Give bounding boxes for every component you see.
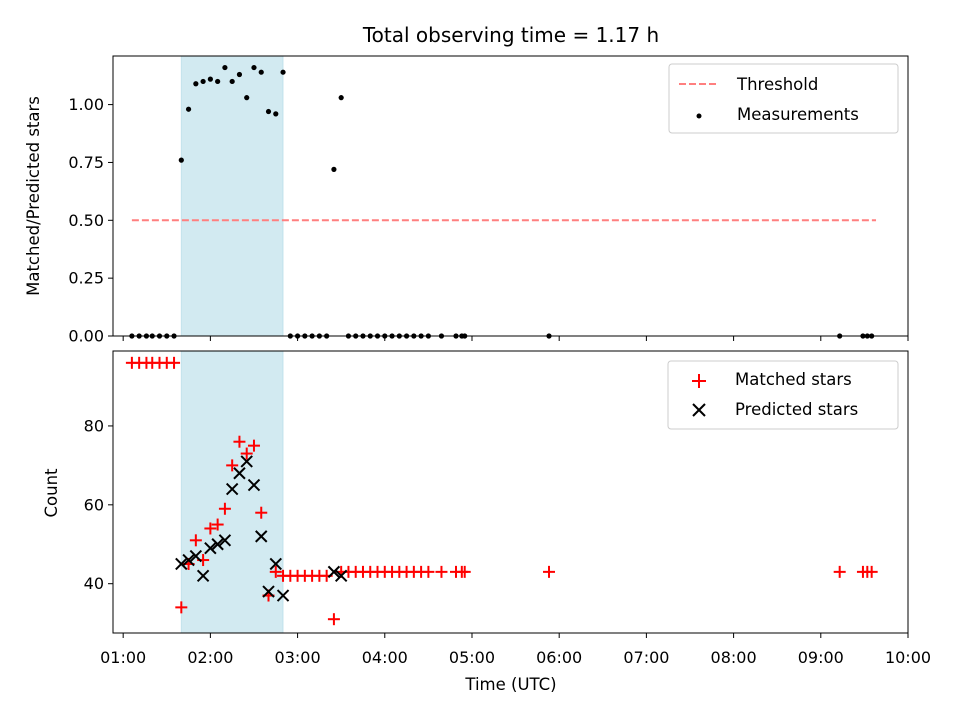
legend-measurements-label: Measurements <box>737 105 859 124</box>
measurement-point <box>207 76 213 82</box>
matched-star-point <box>422 565 435 578</box>
matched-star-point <box>226 459 239 472</box>
x-tick-label: 03:00 <box>275 648 321 667</box>
measurement-point <box>258 69 264 75</box>
x-tick-label: 06:00 <box>536 648 582 667</box>
predicted-star-point <box>225 482 239 496</box>
matched-star-point <box>435 565 448 578</box>
predicted-star-point <box>334 569 348 583</box>
predicted-star-point <box>233 467 246 480</box>
x-tick-label: 07:00 <box>623 648 669 667</box>
y-tick-label: 40 <box>84 574 104 593</box>
predicted-star-point <box>182 553 195 567</box>
y-tick-label: 1.00 <box>68 95 104 114</box>
y-tick-label: 0.00 <box>68 327 104 346</box>
measurement-point <box>222 64 228 71</box>
measurement-point <box>331 166 337 172</box>
bottom-x-axis: 01:00 02:00 03:00 04:00 05:00 06:00 07:00 08:00… <box>100 633 931 667</box>
matched-star-point <box>168 356 181 369</box>
predicted-star-point <box>196 569 210 583</box>
y-tick-label: 0.50 <box>68 211 104 230</box>
y-tick-label: 0.25 <box>68 269 104 288</box>
matched-star-point <box>833 565 846 578</box>
top-panel: 0.00 0.25 0.50 0.75 1.00 Matched/Predicted s… <box>24 55 909 346</box>
top-plot-frame <box>112 55 909 337</box>
matched-star-point <box>189 534 202 547</box>
x-tick-label: 05:00 <box>449 648 495 667</box>
y-tick-label: 0.75 <box>68 153 104 172</box>
measurement-point <box>236 71 243 78</box>
legend-measurements-swatch <box>696 113 702 119</box>
legend-predicted-swatch <box>692 403 706 417</box>
predicted-star-point <box>247 478 261 492</box>
predicted-star-point <box>218 534 232 547</box>
highlight-span-rect <box>180 55 284 337</box>
predicted-star-point <box>262 585 275 598</box>
x-axis-label: Time (UTC) <box>464 675 556 694</box>
measurement-point <box>200 78 206 85</box>
chart-title: Total observing time = 1.17 h <box>362 23 659 47</box>
measurement-point <box>193 81 199 87</box>
matched-star-point <box>218 502 231 515</box>
predicted-star-point <box>175 557 188 571</box>
predicted-stars-points <box>175 455 348 602</box>
matched-stars-points <box>125 356 878 626</box>
highlight-span <box>180 55 284 337</box>
matched-star-point <box>458 565 471 578</box>
measurement-point <box>280 69 286 75</box>
predicted-star-point <box>327 565 341 579</box>
measurement-point <box>251 64 257 71</box>
matched-star-point <box>211 518 224 531</box>
matched-star-point <box>233 435 246 448</box>
predicted-star-point <box>189 549 203 563</box>
measurement-point <box>265 108 272 115</box>
matched-star-point <box>543 565 556 578</box>
measurement-point <box>338 95 344 101</box>
legend-threshold-label: Threshold <box>736 75 818 94</box>
matched-star-point <box>240 447 253 460</box>
measurement-point <box>178 157 184 163</box>
bottom-legend: Matched stars Predicted stars <box>667 360 899 430</box>
x-tick-label: 01:00 <box>100 648 146 667</box>
bottom-panel: 40 60 80 01:00 02:00 03:00 04:00 05:00 06:00 07:… <box>42 350 931 694</box>
legend-matched-label: Matched stars <box>735 370 852 389</box>
y-tick-label: 80 <box>84 416 104 435</box>
legend-matched-swatch <box>692 374 706 388</box>
y-tick-label: 60 <box>84 495 104 514</box>
matched-star-point <box>269 565 282 578</box>
top-legend: Threshold Measurements <box>668 63 899 134</box>
measurement-point <box>244 95 250 101</box>
x-tick-label: 09:00 <box>798 648 844 667</box>
measurement-point <box>273 111 279 117</box>
top-y-axis: 0.00 0.25 0.50 0.75 1.00 <box>68 95 113 346</box>
bottom-plot-frame <box>112 350 909 634</box>
matched-star-point <box>175 601 188 614</box>
x-tick-label: 04:00 <box>362 648 408 667</box>
predicted-star-point <box>204 541 217 555</box>
top-x-axis <box>122 336 909 341</box>
matched-star-point <box>204 522 217 535</box>
bottom-legend-frame <box>667 360 899 430</box>
matched-star-point <box>327 613 340 626</box>
bottom-y-axis-label: Count <box>42 468 61 518</box>
bottom-y-axis: 40 60 80 <box>84 416 113 593</box>
x-tick-label: 02:00 <box>187 648 233 667</box>
measurement-point <box>229 78 235 85</box>
matched-star-point <box>865 565 878 578</box>
measurement-point <box>215 78 221 85</box>
top-y-axis-label: Matched/Predicted stars <box>24 96 43 296</box>
legend-predicted-label: Predicted stars <box>735 400 858 419</box>
matched-star-point <box>255 506 268 519</box>
predicted-star-point <box>211 538 224 551</box>
top-legend-frame <box>668 63 899 134</box>
x-tick-label: 08:00 <box>711 648 757 667</box>
predicted-star-point <box>255 530 268 543</box>
matched-star-point <box>247 439 260 452</box>
predicted-star-point <box>269 557 282 571</box>
x-tick-label: 10:00 <box>885 648 931 667</box>
measurement-point <box>185 106 192 112</box>
predicted-star-point <box>240 455 253 468</box>
predicted-star-point <box>276 589 290 602</box>
